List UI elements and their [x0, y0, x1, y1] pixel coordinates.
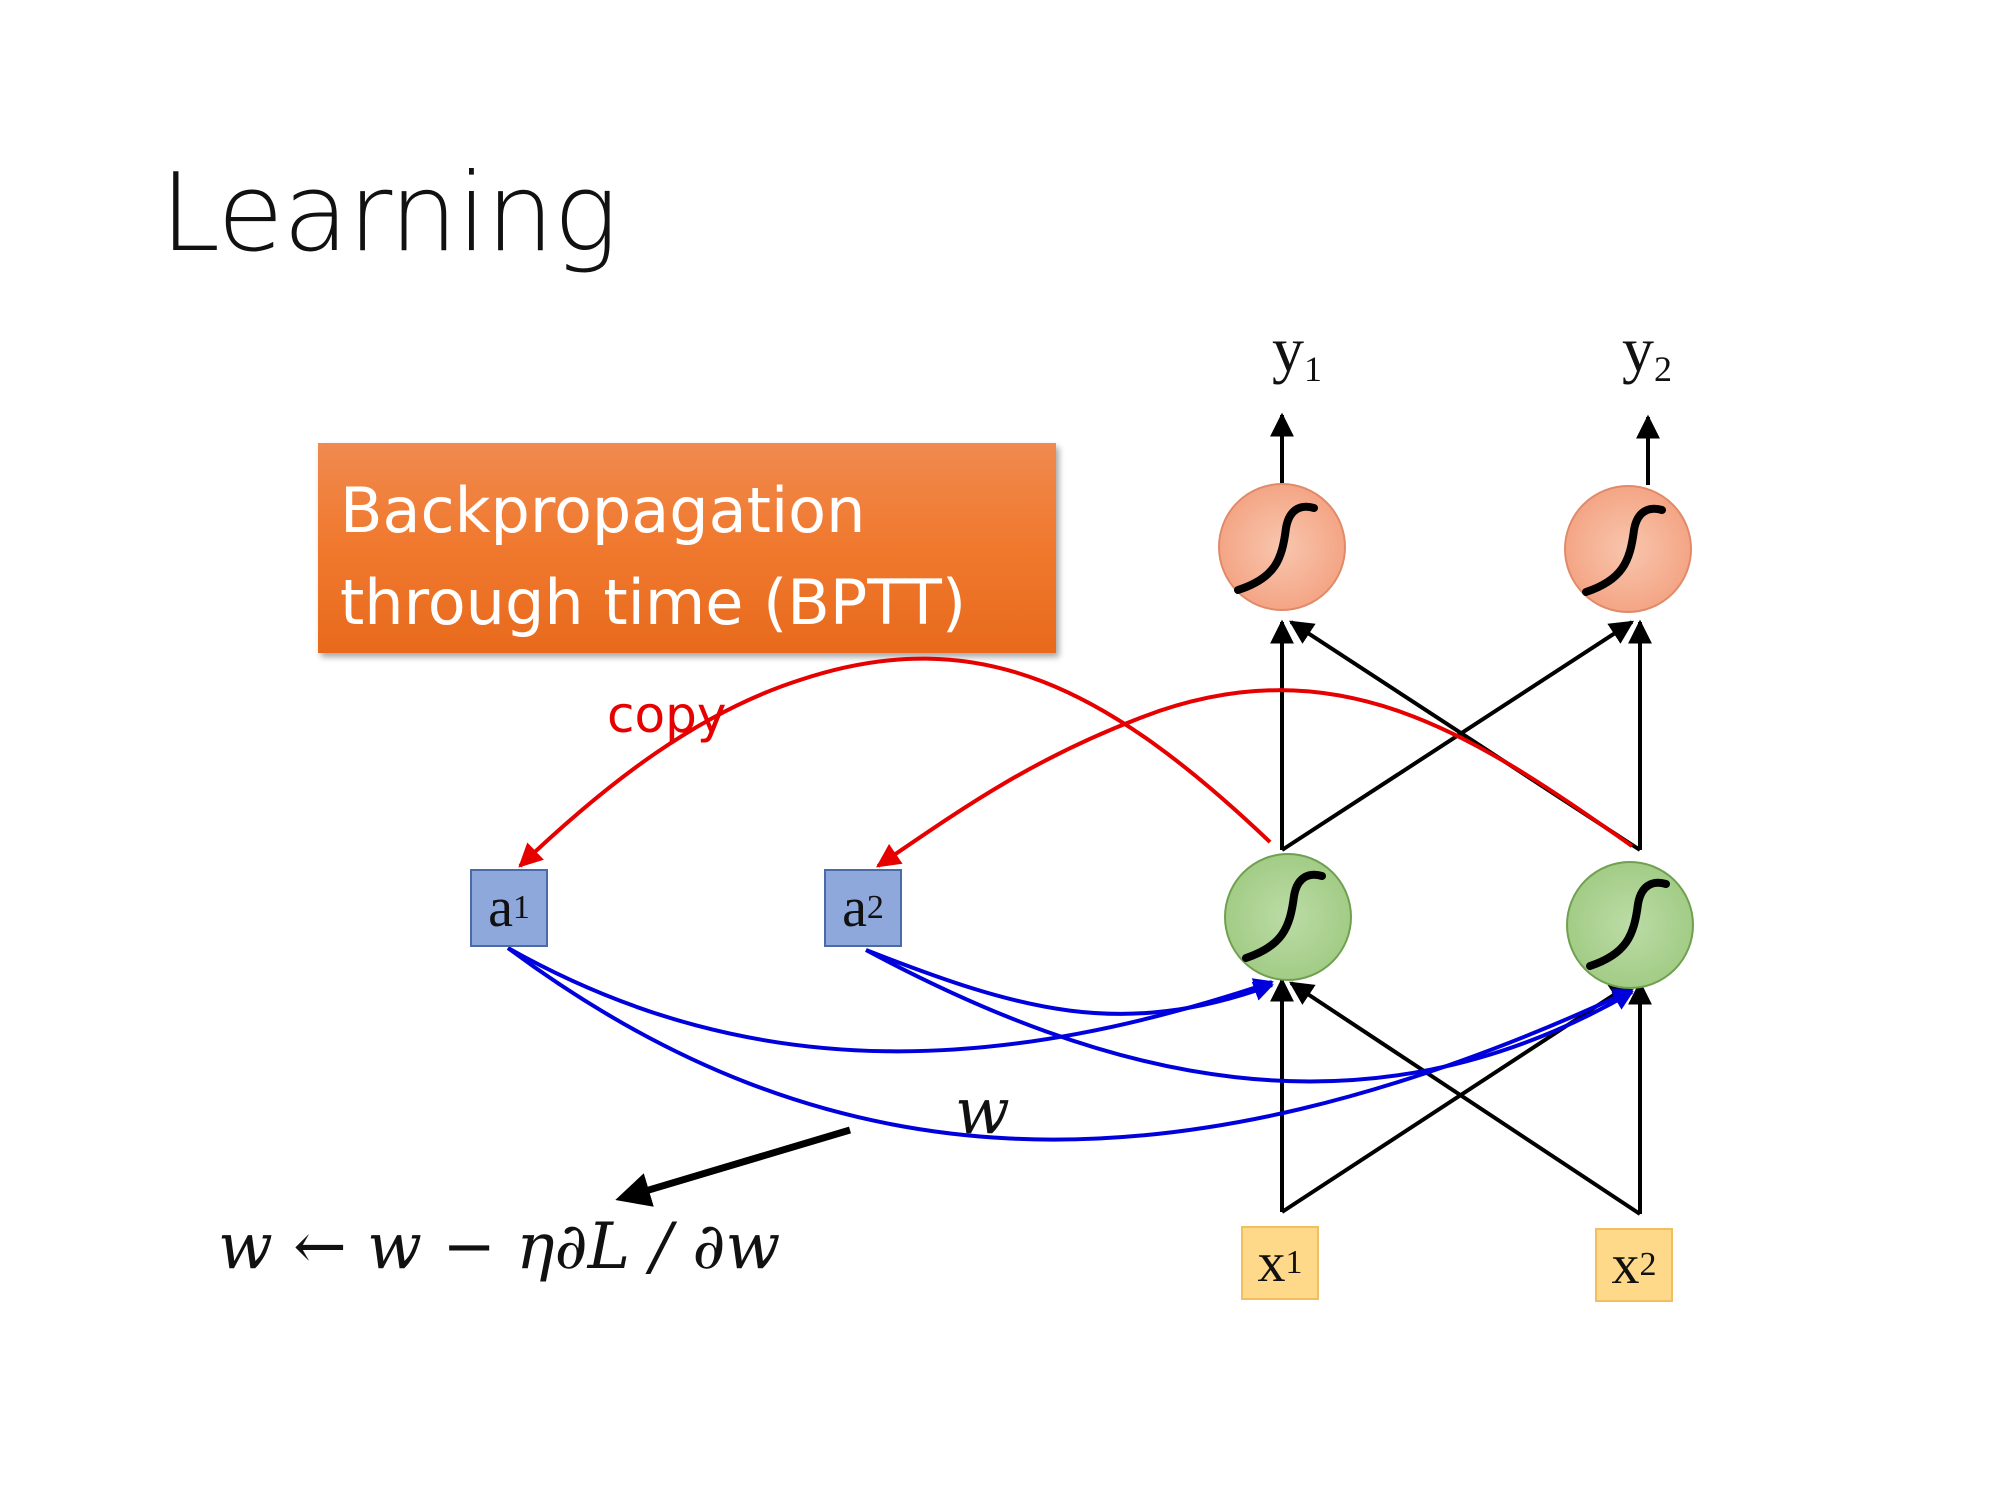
a1-letter: a — [488, 877, 513, 939]
output-y1: y1 — [1272, 318, 1322, 389]
output-y2: y2 — [1622, 318, 1672, 389]
bptt-line-1: Backpropagation — [340, 474, 866, 547]
x1-letter: x — [1257, 1232, 1286, 1294]
memory-weight-edges — [506, 946, 1634, 1142]
hidden-neuron-2 — [1566, 861, 1694, 989]
bptt-line-2: through time (BPTT) — [340, 566, 967, 639]
weight-update-arrow — [615, 1126, 852, 1207]
y2-letter: y — [1622, 314, 1654, 385]
hidden-neuron-1 — [1224, 853, 1352, 981]
y2-sub: 2 — [1654, 349, 1672, 389]
y1-sub: 1 — [1304, 349, 1322, 389]
output-edges — [1270, 412, 1660, 485]
a2-letter: a — [842, 877, 867, 939]
output-neuron-2 — [1564, 485, 1692, 613]
a1-sub: 1 — [512, 889, 530, 926]
x2-sub: 2 — [1639, 1246, 1657, 1283]
slide-title: Learning — [160, 151, 618, 276]
weight-label: w — [955, 1075, 1010, 1149]
y1-letter: y — [1272, 314, 1304, 385]
x1-sub: 1 — [1285, 1244, 1303, 1281]
x2-letter: x — [1611, 1234, 1640, 1296]
copy-arrows — [518, 656, 1634, 868]
a2-sub: 2 — [866, 889, 884, 926]
update-rule: w ← w − η∂L / ∂w — [218, 1210, 781, 1284]
copy-label: copy — [607, 686, 727, 744]
bptt-callout: Backpropagation through time (BPTT) — [318, 443, 1056, 653]
output-neuron-1 — [1218, 483, 1346, 611]
